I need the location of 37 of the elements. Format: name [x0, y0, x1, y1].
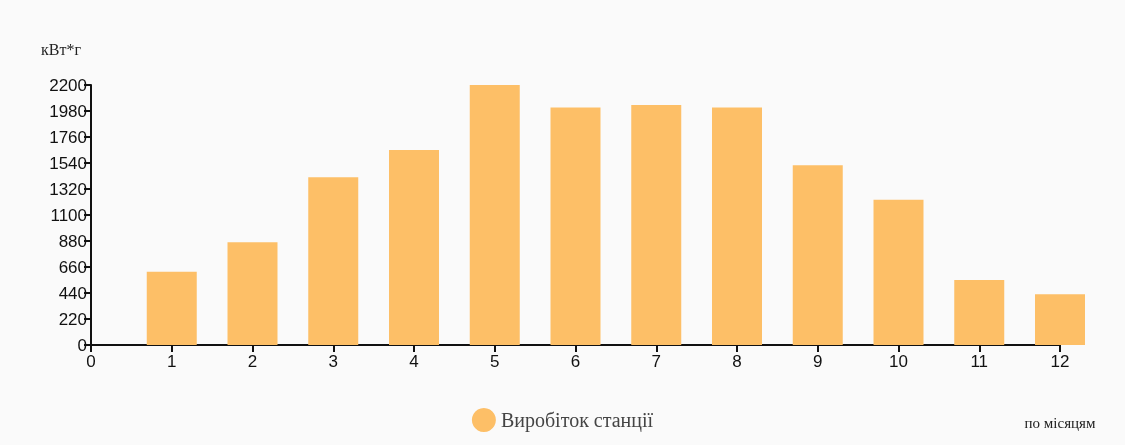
bar	[954, 280, 1005, 345]
y-tick-label: 440	[58, 283, 87, 303]
x-tick-label: 11	[970, 352, 989, 371]
bar	[308, 177, 359, 345]
bar	[631, 105, 682, 345]
x-tick-label: 4	[409, 352, 419, 371]
y-tick-label: 1760	[49, 127, 87, 147]
bar	[389, 150, 439, 345]
x-tick-label: 1	[167, 352, 177, 371]
bar	[146, 271, 197, 345]
bar	[227, 242, 278, 345]
y-tick-label: 1980	[49, 101, 87, 121]
x-tick-label: 12	[1050, 352, 1070, 371]
x-tick-label: 5	[490, 352, 500, 371]
bar	[1035, 294, 1085, 345]
y-tick-label: 2200	[49, 75, 87, 95]
y-tick-label: 880	[58, 231, 87, 251]
x-axis-title: по місяцям	[1024, 414, 1096, 431]
x-tick-label: 9	[813, 352, 823, 371]
x-tick-label: 8	[732, 352, 742, 371]
bar	[469, 85, 520, 345]
x-tick-label: 3	[328, 352, 338, 371]
y-tick-label: 1100	[50, 205, 87, 225]
y-tick-label: 1540	[49, 153, 87, 173]
bar	[873, 199, 924, 345]
x-tick-label: 2	[247, 352, 258, 371]
y-axis-title: кВт*г	[41, 40, 82, 58]
y-tick-label: 220	[58, 309, 87, 329]
x-tick-label: 7	[651, 352, 661, 371]
y-tick-label: 660	[58, 257, 87, 277]
bar	[550, 107, 601, 345]
y-tick-label: 1320	[49, 179, 87, 199]
bar	[792, 165, 843, 345]
x-tick-label: 10	[889, 352, 908, 371]
legend-label: Виробіток станції	[500, 409, 654, 432]
bar	[712, 107, 762, 345]
x-tick-label: 6	[570, 352, 581, 371]
